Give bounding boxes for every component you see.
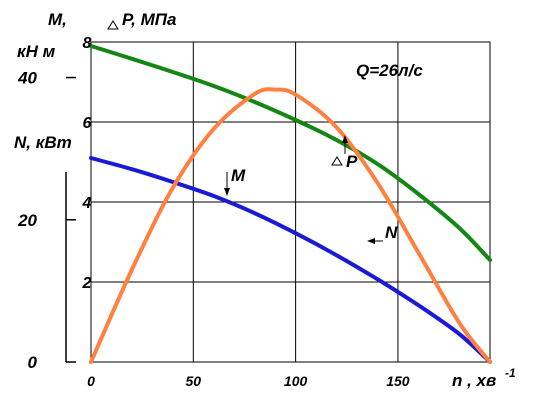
n-axis-ticks: 0 20 40: [17, 69, 76, 372]
y-axis-ticks: 2 4 6 8: [82, 35, 92, 292]
series-layer: [89, 44, 492, 364]
y-tick-label: 4: [82, 195, 92, 212]
x-axis-title-sup: -1: [505, 366, 516, 380]
dp-axis-title: P, МПа: [107, 10, 176, 30]
label-dp-text: P: [346, 152, 358, 171]
x-axis-title: n , хв: [452, 371, 496, 390]
y-tick-label: 6: [83, 115, 92, 132]
arrow-dp-head: [342, 135, 348, 143]
m-axis-title-line2: кН м: [17, 42, 56, 61]
label-n-text: N: [385, 223, 398, 242]
delta-glyph-dp: [331, 156, 343, 166]
delta-glyph: [107, 20, 119, 30]
dp-axis-title-text: P, МПа: [122, 10, 176, 29]
series-line-m: [89, 156, 492, 364]
x-tick-label: 50: [186, 373, 202, 389]
series-line-n: [89, 87, 492, 364]
arrow-m-head: [224, 188, 230, 196]
flow-rate-annotation: Q=26л/с: [356, 61, 423, 80]
arrow-n-head: [367, 238, 375, 244]
n-axis-title: N, кВт: [14, 133, 72, 152]
label-m-text: M: [231, 166, 246, 185]
y-tick-label: 8: [83, 35, 92, 52]
series-line-p: [89, 44, 492, 262]
x-tick-label: 100: [284, 373, 308, 389]
label-m: M: [224, 166, 246, 196]
n-axis-tick-label: 20: [17, 211, 37, 230]
m-axis-title-line1: M,: [48, 10, 67, 29]
label-n: N: [367, 223, 398, 244]
label-dp: P: [331, 135, 358, 171]
x-tick-label: 0: [87, 373, 95, 389]
x-tick-label: 150: [386, 373, 410, 389]
n-axis-tick-label: 40: [17, 69, 37, 88]
x-axis-ticks: 0 50 100 150: [87, 373, 410, 389]
y-tick-label: 2: [82, 275, 92, 292]
n-axis-tick-label: 0: [28, 353, 38, 372]
